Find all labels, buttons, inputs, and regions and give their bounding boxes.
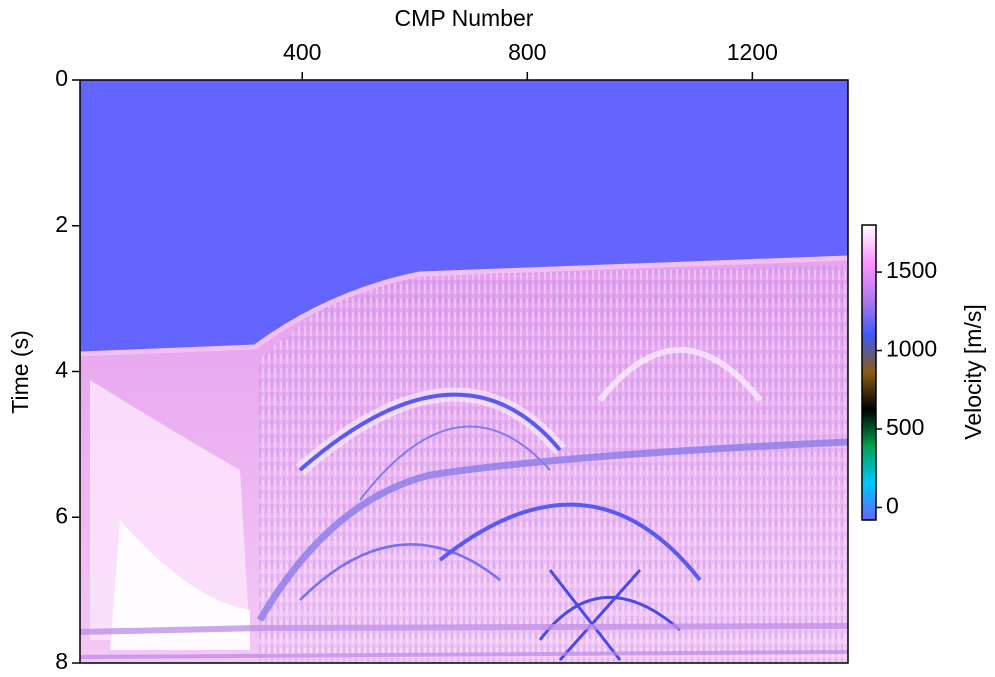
- chart: CMP Number Time (s) Velocity [m/s] 40080…: [0, 0, 995, 677]
- y-axis-label: Time (s): [7, 330, 33, 413]
- colorbar-tick-label: 1000: [886, 336, 937, 362]
- colorbar-tick-label: 0: [886, 493, 899, 519]
- colorbar: [862, 225, 876, 520]
- y-tick-label: 4: [55, 357, 68, 383]
- y-tick-label: 2: [55, 211, 68, 237]
- colorbar-tick-label: 500: [886, 414, 924, 440]
- colorbar-tick-label: 1500: [886, 257, 937, 283]
- x-tick-label: 1200: [727, 39, 778, 65]
- y-tick-label: 8: [55, 648, 68, 674]
- x-tick-label: 800: [508, 39, 546, 65]
- x-tick-label: 400: [283, 39, 321, 65]
- colorbar-label: Velocity [m/s]: [960, 304, 986, 439]
- y-tick-label: 6: [55, 502, 68, 528]
- x-axis-label: CMP Number: [395, 5, 534, 31]
- seismic-image: [80, 80, 848, 663]
- y-tick-label: 0: [55, 65, 68, 91]
